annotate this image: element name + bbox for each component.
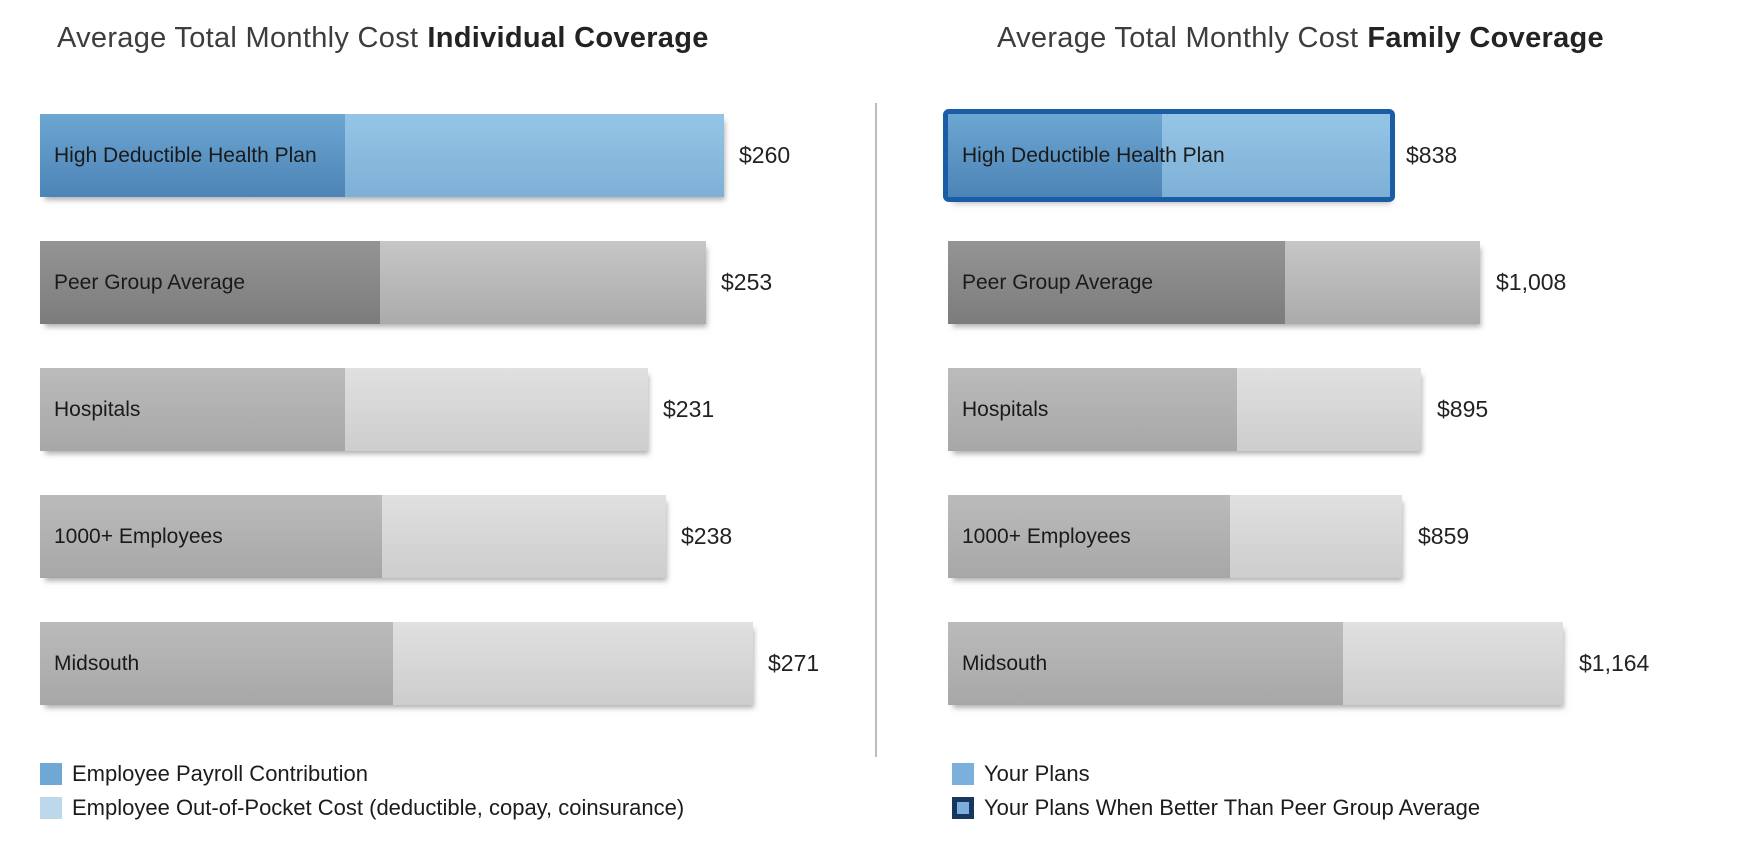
bar-value-label: $1,164	[1579, 650, 1650, 676]
chart-title-bold: Family Coverage	[1367, 22, 1604, 54]
legend-label: Your Plans	[984, 761, 1090, 786]
bar-high-deductible-health-plan: High Deductible Health Plan	[948, 114, 1390, 197]
bar-segment-dark	[948, 114, 1162, 197]
bar-value-label: $238	[681, 523, 733, 549]
chart-title-regular: Average Total Monthly Cost	[997, 22, 1359, 54]
bar-category-label: Midsouth	[54, 651, 140, 675]
bar-value-label: $859	[1418, 523, 1470, 549]
bar-value-label: $895	[1437, 396, 1489, 422]
bar-segment-light	[382, 495, 666, 578]
legend-item: Your Plans When Better Than Peer Group A…	[952, 791, 1480, 825]
bar-segment-light	[1285, 241, 1480, 324]
legend-family: Your Plans Your Plans When Better Than P…	[952, 757, 1480, 825]
legend-item: Employee Payroll Contribution	[40, 757, 684, 791]
bar-midsouth: Midsouth	[40, 622, 753, 705]
bar-hospitals: Hospitals	[948, 368, 1421, 451]
bar-category-label: 1000+ Employees	[962, 524, 1131, 548]
legend-label: Employee Out-of-Pocket Cost (deductible,…	[72, 795, 685, 820]
legend-label: Your Plans When Better Than Peer Group A…	[984, 795, 1481, 820]
chart-title-family: Average Total Monthly Cost Family Coverag…	[997, 22, 1604, 55]
bar-value-label: $260	[739, 142, 791, 168]
legend-item: Your Plans	[952, 757, 1480, 791]
bar-value-label: $838	[1406, 142, 1458, 168]
bar-segment-dark	[40, 114, 345, 197]
bar-category-label: Hospitals	[962, 397, 1049, 421]
bar-segment-dark	[40, 622, 393, 705]
bar-value-label: $231	[663, 396, 715, 422]
bar-segment-light	[380, 241, 706, 324]
legend-swatch-your-plans-better-than-peer	[952, 797, 974, 819]
bar-segment-light	[393, 622, 753, 705]
bar-value-label: $1,008	[1496, 269, 1567, 295]
bar-segment-dark	[948, 241, 1285, 324]
bar-category-label: Hospitals	[54, 397, 141, 421]
bar-segment-light	[1230, 495, 1402, 578]
bar-segment-dark	[948, 622, 1343, 705]
bar-hospitals: Hospitals	[40, 368, 648, 451]
bar-segment-dark	[40, 368, 345, 451]
legend-label: Employee Payroll Contribution	[72, 761, 368, 786]
bar-midsouth: Midsouth	[948, 622, 1563, 705]
legend-item: Employee Out-of-Pocket Cost (deductible,…	[40, 791, 684, 825]
bar-category-label: High Deductible Health Plan	[962, 143, 1225, 167]
bar-high-deductible-health-plan: High Deductible Health Plan	[40, 114, 724, 197]
bar-segment-dark	[40, 495, 382, 578]
bar-peer-group-average: Peer Group Average	[948, 241, 1480, 324]
legend-swatch-employee-out-of-pocket-cost	[40, 797, 62, 819]
bar-value-label: $253	[721, 269, 773, 295]
bar-segment-light	[1343, 622, 1563, 705]
bar-segment-dark	[948, 495, 1230, 578]
bar-segment-dark	[948, 368, 1237, 451]
legend-swatch-your-plans	[952, 763, 974, 785]
chart-title-bold: Individual Coverage	[427, 22, 709, 54]
bar-segment-light	[1237, 368, 1421, 451]
bar-category-label: 1000+ Employees	[54, 524, 223, 548]
bar-category-label: Midsouth	[962, 651, 1048, 675]
bar-category-label: Peer Group Average	[962, 270, 1154, 294]
legend-swatch-employee-payroll-contribution	[40, 763, 62, 785]
bar-category-label: Peer Group Average	[54, 270, 246, 294]
legend-individual: Employee Payroll Contribution Employee O…	[40, 757, 684, 825]
panel-divider	[875, 103, 877, 757]
bar-1000-employees: 1000+ Employees	[40, 495, 666, 578]
chart-title-individual: Average Total Monthly Cost Individual Cov…	[57, 22, 709, 55]
bar-peer-group-average: Peer Group Average	[40, 241, 706, 324]
bar-segment-light	[345, 368, 648, 451]
bar-segment-dark	[40, 241, 380, 324]
bar-category-label: High Deductible Health Plan	[54, 143, 317, 167]
bar-value-label: $271	[768, 650, 820, 676]
chart-title-regular: Average Total Monthly Cost	[57, 22, 419, 54]
bar-segment-light	[1162, 114, 1390, 197]
bar-1000-employees: 1000+ Employees	[948, 495, 1402, 578]
bar-segment-light	[345, 114, 724, 197]
